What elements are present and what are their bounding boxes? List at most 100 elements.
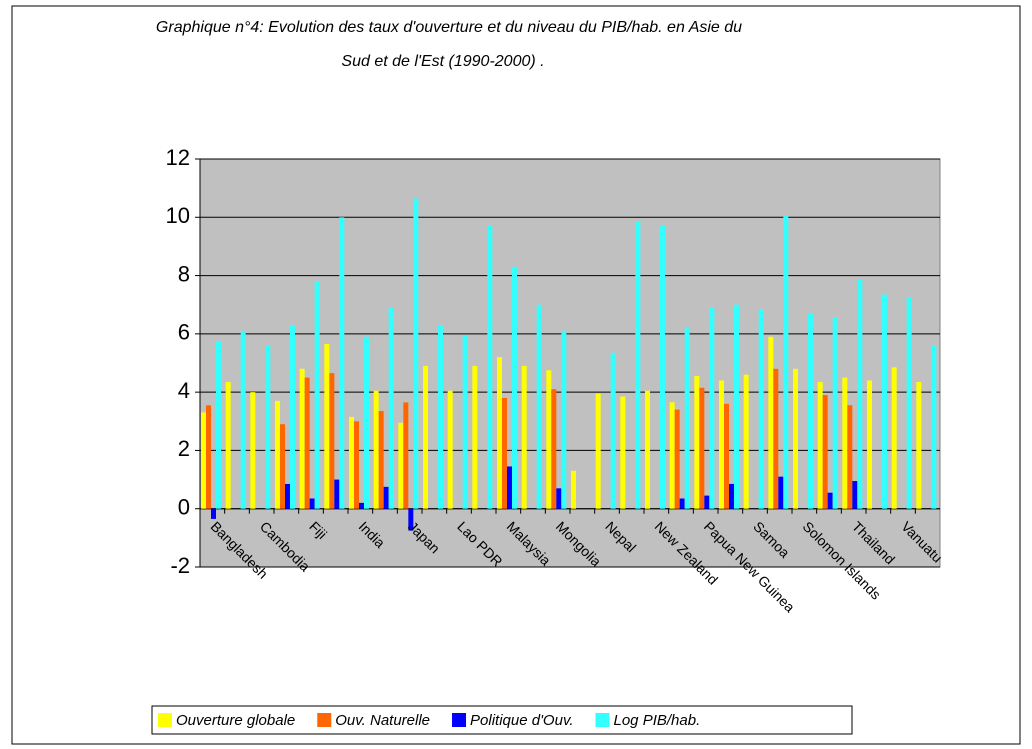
bar bbox=[438, 325, 443, 509]
bar bbox=[324, 344, 330, 509]
bar bbox=[216, 341, 221, 509]
bar bbox=[290, 325, 295, 509]
bar bbox=[674, 409, 680, 509]
bar bbox=[240, 330, 246, 509]
legend-swatch bbox=[158, 713, 172, 727]
bar bbox=[704, 495, 710, 509]
bar bbox=[832, 317, 838, 509]
bar bbox=[225, 381, 231, 509]
bar bbox=[211, 508, 216, 519]
legend bbox=[151, 705, 853, 735]
bar bbox=[299, 368, 305, 509]
bar bbox=[694, 376, 700, 509]
bar bbox=[398, 422, 404, 509]
bar bbox=[334, 479, 340, 509]
bar bbox=[309, 498, 315, 509]
legend-swatch bbox=[452, 713, 467, 727]
bar bbox=[487, 226, 493, 509]
bar bbox=[359, 502, 364, 509]
legend-label: Ouv. Naturelle bbox=[335, 712, 430, 729]
bar bbox=[916, 381, 922, 509]
bar bbox=[329, 373, 335, 509]
bar bbox=[373, 390, 379, 509]
bar bbox=[857, 279, 863, 509]
bar bbox=[595, 393, 601, 509]
bar bbox=[388, 307, 394, 509]
bar bbox=[709, 307, 715, 509]
bar bbox=[931, 345, 937, 509]
y-tick-label: 10 bbox=[166, 203, 190, 228]
bar bbox=[497, 357, 502, 509]
bar bbox=[793, 368, 798, 509]
bar bbox=[383, 486, 389, 509]
bar bbox=[462, 335, 468, 509]
bar bbox=[512, 266, 517, 509]
bar bbox=[364, 336, 369, 509]
bar bbox=[743, 374, 749, 509]
bar bbox=[660, 226, 665, 509]
y-tick-label: 8 bbox=[178, 261, 190, 286]
bar bbox=[679, 498, 685, 509]
bar bbox=[867, 380, 872, 509]
y-tick-label: 6 bbox=[178, 320, 190, 345]
bar bbox=[507, 466, 512, 509]
bar bbox=[339, 217, 345, 509]
bar bbox=[349, 416, 354, 509]
bar bbox=[561, 330, 567, 509]
bar bbox=[610, 352, 616, 509]
bar bbox=[265, 345, 271, 509]
bar bbox=[882, 294, 887, 509]
bar bbox=[250, 392, 256, 509]
bar bbox=[378, 411, 384, 509]
bar bbox=[571, 470, 576, 509]
bar bbox=[778, 476, 784, 509]
bar bbox=[724, 403, 729, 509]
y-tick-label: 4 bbox=[178, 378, 190, 403]
y-tick-label: 12 bbox=[166, 145, 190, 170]
bar bbox=[719, 380, 724, 509]
bar bbox=[285, 483, 290, 509]
bar bbox=[822, 395, 828, 509]
bar bbox=[314, 281, 320, 509]
bar bbox=[472, 365, 478, 509]
legend-label: Log PIB/hab. bbox=[614, 712, 701, 729]
bar bbox=[408, 508, 414, 531]
bar bbox=[684, 328, 690, 509]
bar bbox=[546, 370, 552, 509]
bar bbox=[852, 481, 858, 509]
bar bbox=[817, 381, 823, 509]
bar bbox=[502, 397, 507, 509]
bar bbox=[536, 304, 542, 509]
bar bbox=[758, 309, 764, 509]
bar bbox=[734, 304, 739, 509]
bar bbox=[645, 390, 650, 509]
bar bbox=[783, 215, 789, 509]
bar bbox=[699, 387, 705, 509]
bar bbox=[304, 377, 310, 509]
bar bbox=[521, 365, 527, 509]
legend-label: Politique d'Ouv. bbox=[470, 712, 573, 729]
legend-swatch bbox=[317, 713, 332, 727]
bar bbox=[551, 389, 557, 509]
bar bbox=[354, 421, 359, 509]
bar bbox=[847, 405, 853, 509]
bar bbox=[275, 400, 280, 509]
bar bbox=[842, 377, 848, 509]
y-tick-label: -2 bbox=[170, 553, 190, 578]
bar bbox=[635, 221, 641, 509]
bar bbox=[413, 198, 419, 509]
bar bbox=[403, 402, 409, 509]
bar bbox=[556, 488, 562, 509]
bar bbox=[891, 367, 897, 509]
plot-area bbox=[199, 158, 941, 568]
chart-title: Graphique n°4: Evolution des taux d'ouve… bbox=[156, 19, 742, 36]
chart-title: Sud et de l'Est (1990-2000) . bbox=[341, 53, 544, 70]
bar bbox=[906, 297, 912, 509]
y-tick-label: 2 bbox=[178, 436, 190, 461]
bar bbox=[280, 424, 285, 509]
bar bbox=[827, 492, 833, 509]
bar bbox=[447, 390, 453, 509]
y-tick-label: 0 bbox=[178, 495, 190, 520]
bar bbox=[768, 336, 774, 509]
